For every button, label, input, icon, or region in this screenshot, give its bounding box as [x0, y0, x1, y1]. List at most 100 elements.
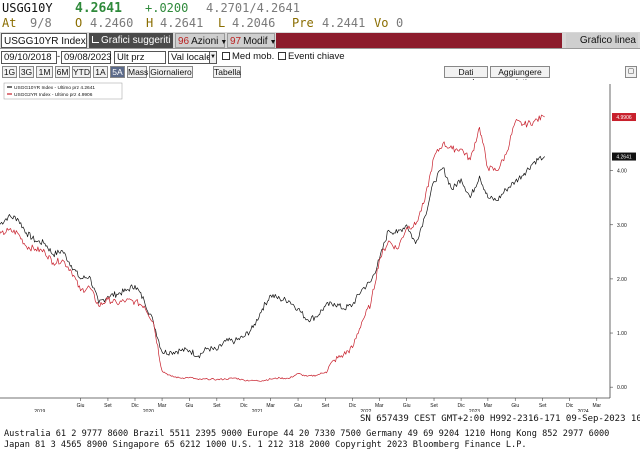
- period-max[interactable]: Mass: [127, 66, 149, 78]
- volume-value: 0: [396, 16, 404, 30]
- x-tick-label: Set: [539, 403, 547, 409]
- x-tick-label: Mar: [484, 403, 493, 409]
- prev-value: 4.2441: [322, 16, 366, 30]
- last-value-badges: 4.2641 4.9906: [612, 113, 636, 161]
- x-tick-label: Giu: [403, 403, 411, 409]
- x-tick-label: Mar: [592, 403, 601, 409]
- x-tick-label: Mar: [375, 403, 384, 409]
- actions-menu[interactable]: 96 Azioni ▼: [175, 33, 228, 48]
- end-date-input[interactable]: 09/08/2023: [61, 51, 112, 64]
- key-events-checkbox[interactable]: Eventi chiave: [278, 51, 345, 64]
- at-time: 9/8: [30, 16, 52, 30]
- open-label: O: [75, 16, 83, 30]
- at-label: At: [2, 16, 17, 30]
- start-date-input[interactable]: 09/10/2018: [1, 51, 57, 64]
- open-value: 4.2460: [90, 16, 134, 30]
- chevron-down-icon[interactable]: ▼: [209, 51, 217, 64]
- axis-labels: 0.00 1.00 2.00 3.00 4.00 Giu Set Dic Mar Giu Set Di…: [34, 169, 627, 412]
- x-tick-label: Set: [430, 403, 438, 409]
- security-field[interactable]: USGG10YR Index: [1, 33, 87, 48]
- x-tick-label: Dic: [566, 403, 574, 409]
- legend-entry-10y: USGG10YR Index - Ultimo prz 4.2641: [14, 85, 95, 91]
- period-1g[interactable]: 1G: [2, 66, 17, 78]
- suggested-charts-button[interactable]: Grafici suggeriti: [89, 33, 173, 48]
- x-tick-label: Set: [104, 403, 112, 409]
- y-tick-label: 4.00: [617, 169, 627, 175]
- last-price: 4.2641: [75, 1, 122, 16]
- x-year-label: 2024: [578, 409, 589, 412]
- x-year-label: 2020: [143, 409, 154, 412]
- badge-10y-label: 4.2641: [616, 155, 632, 161]
- series-lines: [0, 114, 545, 382]
- period-1a[interactable]: 1A: [93, 66, 108, 78]
- period-5a[interactable]: 5A: [110, 66, 125, 78]
- series-line-2y: [0, 114, 545, 382]
- frequency-select[interactable]: Giornaliero: [149, 66, 193, 78]
- ticker[interactable]: USGG10Y: [2, 1, 53, 15]
- key-events-label: Eventi chiave: [288, 51, 345, 62]
- chart-icon: [92, 36, 99, 43]
- badge-2y-label: 4.9906: [616, 115, 632, 121]
- chevron-down-icon: ▼: [220, 39, 228, 46]
- low-value: 4.2046: [232, 16, 276, 30]
- security-label: USGG10YR Index: [4, 36, 86, 47]
- actions-label: Azioni: [191, 36, 219, 47]
- chart-type-title: Grafico linea: [566, 33, 638, 48]
- grid: [80, 170, 613, 401]
- x-year-label: 2019: [34, 409, 45, 412]
- table-button[interactable]: Tabella: [213, 66, 241, 78]
- legend-box: [3, 82, 123, 100]
- badge-2y: [612, 113, 636, 122]
- x-tick-label: Set: [213, 403, 221, 409]
- high-label: H: [146, 16, 154, 30]
- chart-area: 0.00 1.00 2.00 3.00 4.00 Giu Set Dic Mar Giu Set Di…: [0, 80, 640, 412]
- checkbox-icon: [278, 52, 286, 60]
- add-data-button[interactable]: Aggiungere dati: [490, 66, 550, 87]
- modify-label: Modif: [243, 36, 268, 47]
- expand-icon[interactable]: ▢: [625, 66, 637, 78]
- field-select[interactable]: Ult prz: [114, 51, 166, 64]
- x-tick-label: Set: [322, 403, 330, 409]
- period-row: 1G 3G 1M 6M YTD 1A 5A Mass Giornaliero T…: [0, 66, 640, 87]
- x-tick-label: Mar: [266, 403, 275, 409]
- period-ytd[interactable]: YTD: [72, 66, 91, 78]
- currency-label: Val locale: [171, 52, 212, 63]
- y-tick-label: 0.00: [617, 385, 627, 391]
- chevron-down-icon: ▼: [269, 39, 277, 46]
- x-tick-label: Giu: [294, 403, 302, 409]
- x-tick-label: Giu: [511, 403, 519, 409]
- x-tick-label: Giu: [77, 403, 85, 409]
- volume-label: Vo: [374, 16, 389, 30]
- x-tick-label: Dic: [349, 403, 357, 409]
- legend-entry-2y: USGG2YR Index - Ultimo prz 4.9906: [14, 92, 93, 98]
- series-line-10y: [0, 155, 545, 359]
- checkbox-icon: [222, 52, 230, 60]
- high-value: 4.2641: [160, 16, 204, 30]
- footer-session-info: SN 657439 CEST GMT+2:00 H992-2316-171 09…: [360, 414, 640, 424]
- modify-number: 97: [230, 36, 242, 47]
- chart-background: [0, 80, 640, 412]
- price-change: +.0200: [145, 1, 189, 15]
- modify-menu[interactable]: 97 Modif ▼: [227, 33, 277, 48]
- suggested-charts-label: Grafici suggeriti: [101, 35, 171, 46]
- period-6m[interactable]: 6M: [55, 66, 70, 78]
- period-1m[interactable]: 1M: [36, 66, 53, 78]
- data-correlation-button[interactable]: Dati correla: [444, 66, 488, 87]
- x-tick-label: Dic: [240, 403, 248, 409]
- toolbar: USGG10YR Index Grafici suggeriti 96 Azion…: [0, 32, 640, 49]
- moving-average-checkbox[interactable]: Med mob.: [222, 51, 274, 64]
- quote-header: USGG10Y 4.2641 +.0200 4.2701/4.2641 At 9…: [0, 0, 640, 32]
- x-tick-label: Mar: [158, 403, 167, 409]
- y-tick-label: 2.00: [617, 277, 627, 283]
- title-bar: [276, 33, 562, 48]
- footer-contacts: Australia 61 2 9777 8600 Brazil 5511 239…: [4, 429, 610, 439]
- x-year-label: 2021: [252, 409, 263, 412]
- y-tick-label: 3.00: [617, 223, 627, 229]
- period-3g[interactable]: 3G: [19, 66, 34, 78]
- moving-average-label: Med mob.: [232, 51, 275, 62]
- x-year-label: 2022: [360, 409, 371, 412]
- y-tick-label: 1.00: [617, 331, 627, 337]
- x-year-label: 2023: [469, 409, 480, 412]
- badge-10y: [612, 152, 636, 161]
- controls-row: 09/10/2018 - 09/08/2023 Ult prz Val loca…: [0, 50, 640, 65]
